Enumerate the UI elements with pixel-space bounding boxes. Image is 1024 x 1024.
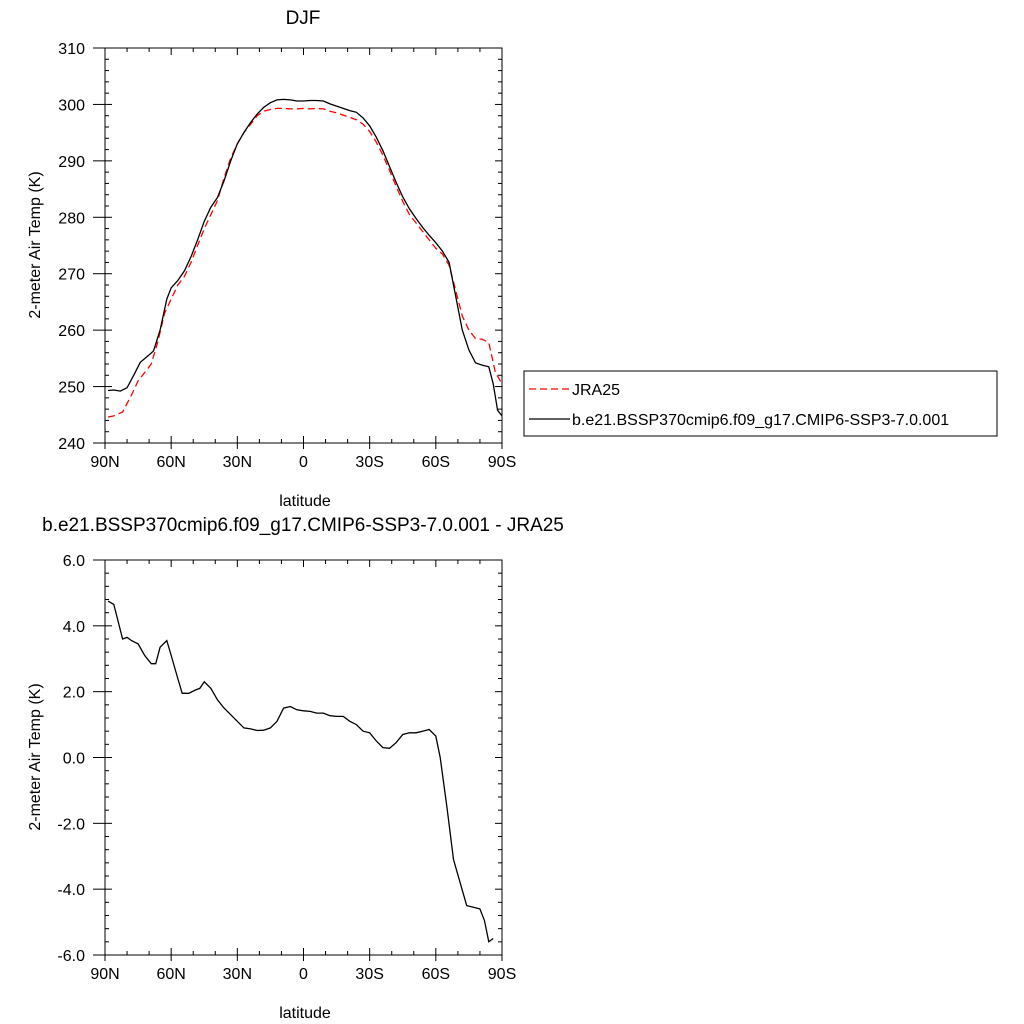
top-plot-tick-labels: 90N 60N 30N 0 30S 60S 90S 240 250 260 270 280 290 300… xyxy=(58,41,516,471)
y-tick-label: 290 xyxy=(58,154,85,171)
top-plot-xlabel: latitude xyxy=(279,493,331,510)
x-tick-label: 30N xyxy=(223,966,252,983)
x-tick-label: 0 xyxy=(299,966,308,983)
y-tick-label: 2.0 xyxy=(63,685,85,702)
top-plot-series xyxy=(107,98,503,418)
x-tick-label: 30S xyxy=(355,454,383,471)
y-tick-label: -2.0 xyxy=(57,816,85,833)
legend: JRA25 b.e21.BSSP370cmip6.f09_g17.CMIP6-S… xyxy=(523,370,998,437)
x-tick-label: 60S xyxy=(422,966,450,983)
top-plot-frame xyxy=(104,47,503,444)
x-tick-label: 0 xyxy=(299,454,308,471)
x-tick-label: 90N xyxy=(90,966,119,983)
x-tick-label: 30S xyxy=(355,966,383,983)
y-tick-label: 6.0 xyxy=(63,553,85,570)
bottom-plot-tick-labels: 90N 60N 30N 0 30S 60S 90S -6.0 -4.0 -2.0 0.0 2.0 4.0… xyxy=(57,553,516,983)
x-tick-label: 90N xyxy=(90,454,119,471)
y-tick-label: 300 xyxy=(58,97,85,114)
x-tick-label: 60N xyxy=(156,966,185,983)
y-tick-label: 280 xyxy=(58,210,85,227)
bottom-plot-ticks xyxy=(93,559,503,961)
x-tick-label: 60S xyxy=(422,454,450,471)
bottom-plot-title: b.e21.BSSP370cmip6.f09_g17.CMIP6-SSP3-7.… xyxy=(42,515,564,536)
y-tick-label: -4.0 xyxy=(57,882,85,899)
top-plot-ylabel: 2-meter Air Temp (K) xyxy=(27,171,44,318)
y-tick-label: 240 xyxy=(58,436,85,453)
bottom-plot-frame xyxy=(104,559,503,956)
x-tick-label: 90S xyxy=(488,966,516,983)
bottom-plot-series xyxy=(107,600,494,943)
y-tick-label: 4.0 xyxy=(63,619,85,636)
x-tick-label: 30N xyxy=(223,454,252,471)
y-tick-label: 310 xyxy=(58,41,85,58)
legend-box xyxy=(523,370,998,437)
top-series-line-jra25 xyxy=(107,107,503,418)
y-tick-label: 270 xyxy=(58,267,85,284)
bottom-plot-xlabel: latitude xyxy=(279,1005,331,1022)
legend-label-jra25: JRA25 xyxy=(572,382,620,399)
legend-label-model: b.e21.BSSP370cmip6.f09_g17.CMIP6-SSP3-7.… xyxy=(572,412,949,429)
y-tick-label: 250 xyxy=(58,380,85,397)
bottom-series-line-model xyxy=(107,600,494,943)
x-tick-label: 90S xyxy=(488,454,516,471)
y-tick-label: 0.0 xyxy=(63,751,85,768)
top-series-line-model xyxy=(108,98,503,417)
top-plot-title: DJF xyxy=(286,8,321,29)
bottom-plot-ylabel: 2-meter Air Temp (K) xyxy=(27,683,44,830)
x-tick-label: 60N xyxy=(156,454,185,471)
y-tick-label: 260 xyxy=(58,323,85,340)
y-tick-label: -6.0 xyxy=(57,948,85,965)
